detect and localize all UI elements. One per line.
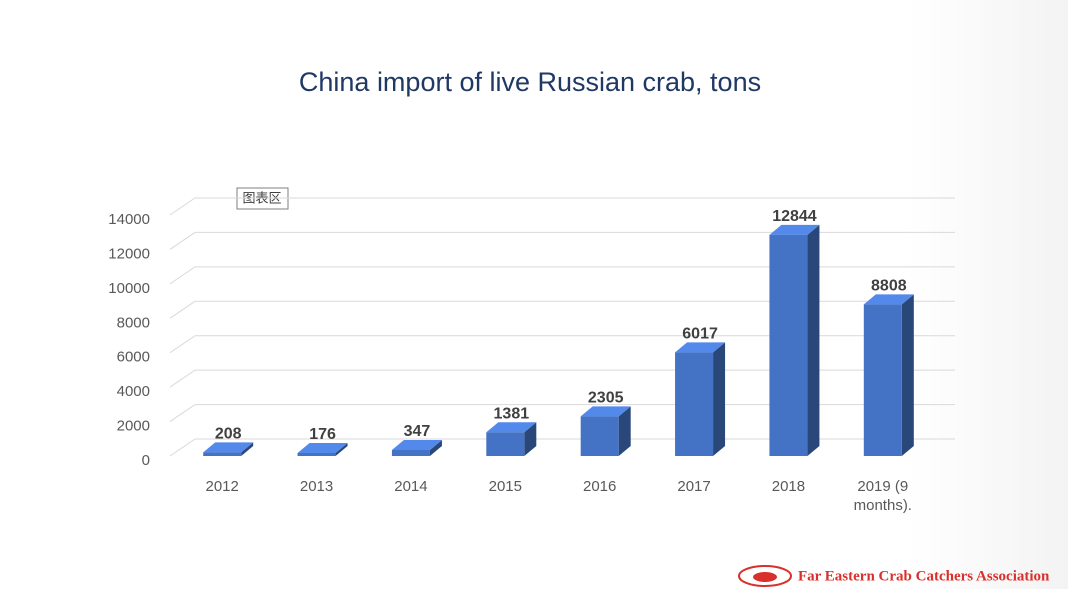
value-label: 208	[215, 426, 242, 443]
y-tick-label: 14000	[108, 211, 150, 228]
bar-front	[675, 352, 714, 456]
bar	[675, 342, 726, 456]
bar-side	[901, 294, 914, 456]
y-tick-label: 10000	[108, 280, 150, 297]
y-tick-label: 8000	[117, 314, 150, 331]
value-label: 6017	[682, 326, 718, 343]
value-label: 8808	[871, 278, 907, 295]
value-label: 12844	[772, 208, 817, 225]
grid-line	[169, 300, 955, 319]
bar-side	[524, 422, 537, 456]
chart-title: China import of live Russian crab, tons	[299, 67, 761, 97]
footer-text: Far Eastern Crab Catchers Association	[798, 568, 1050, 584]
grid-line	[169, 438, 955, 457]
bar	[203, 442, 254, 456]
bar-top	[203, 442, 254, 453]
value-label: 1381	[494, 405, 530, 422]
bar-top	[580, 406, 631, 417]
grid-line	[169, 404, 955, 422]
bar	[580, 406, 631, 456]
bar-front	[203, 452, 242, 456]
grid-line	[169, 231, 955, 250]
bar	[486, 422, 537, 456]
x-tick-label: 2015	[488, 478, 522, 495]
bar-top	[297, 442, 348, 453]
value-label: 176	[309, 426, 336, 443]
x-tick-label: 2013	[299, 478, 334, 495]
bar-top	[675, 342, 726, 353]
grid-line	[169, 369, 955, 388]
bar-front	[391, 450, 430, 456]
bar	[769, 224, 820, 456]
bar-top	[486, 422, 537, 433]
value-label: 347	[404, 423, 431, 440]
bar-side	[241, 442, 254, 456]
x-tick-label: 2019 (9 months).	[853, 478, 912, 514]
bar-side	[618, 406, 631, 456]
x-tick-label: 2014	[394, 478, 428, 495]
logo	[738, 565, 792, 587]
bar-side	[713, 342, 726, 456]
y-tick-label: 0	[142, 452, 150, 469]
grid-line	[169, 197, 955, 216]
bar-top	[391, 440, 442, 451]
bar-side	[807, 224, 820, 456]
bar-side	[335, 442, 348, 456]
bar	[863, 294, 914, 456]
y-tick-label: 4000	[117, 383, 150, 400]
bar-front	[297, 452, 336, 456]
x-tick-label: 2012	[205, 478, 239, 495]
footer: Far Eastern Crab Catchers Association	[738, 565, 1050, 587]
bar-side	[429, 440, 442, 456]
x-tick-label: 2018	[771, 478, 806, 495]
y-tick-label: 12000	[108, 245, 150, 262]
bar-front	[580, 416, 619, 456]
bar	[297, 442, 348, 456]
grid-line	[169, 335, 955, 354]
bar-front	[486, 432, 525, 456]
bar-front	[769, 234, 808, 456]
value-label: 2305	[588, 390, 624, 407]
y-tick-label: 2000	[117, 418, 150, 435]
y-tick-label: 6000	[117, 349, 150, 366]
bar-top	[769, 224, 820, 235]
x-tick-label: 2016	[583, 478, 617, 495]
bar-top	[863, 294, 914, 305]
logo-crab	[753, 572, 777, 582]
bar-front	[863, 304, 902, 456]
bar	[391, 440, 442, 456]
x-tick-label: 2017	[677, 478, 711, 495]
grid-line	[169, 266, 955, 285]
